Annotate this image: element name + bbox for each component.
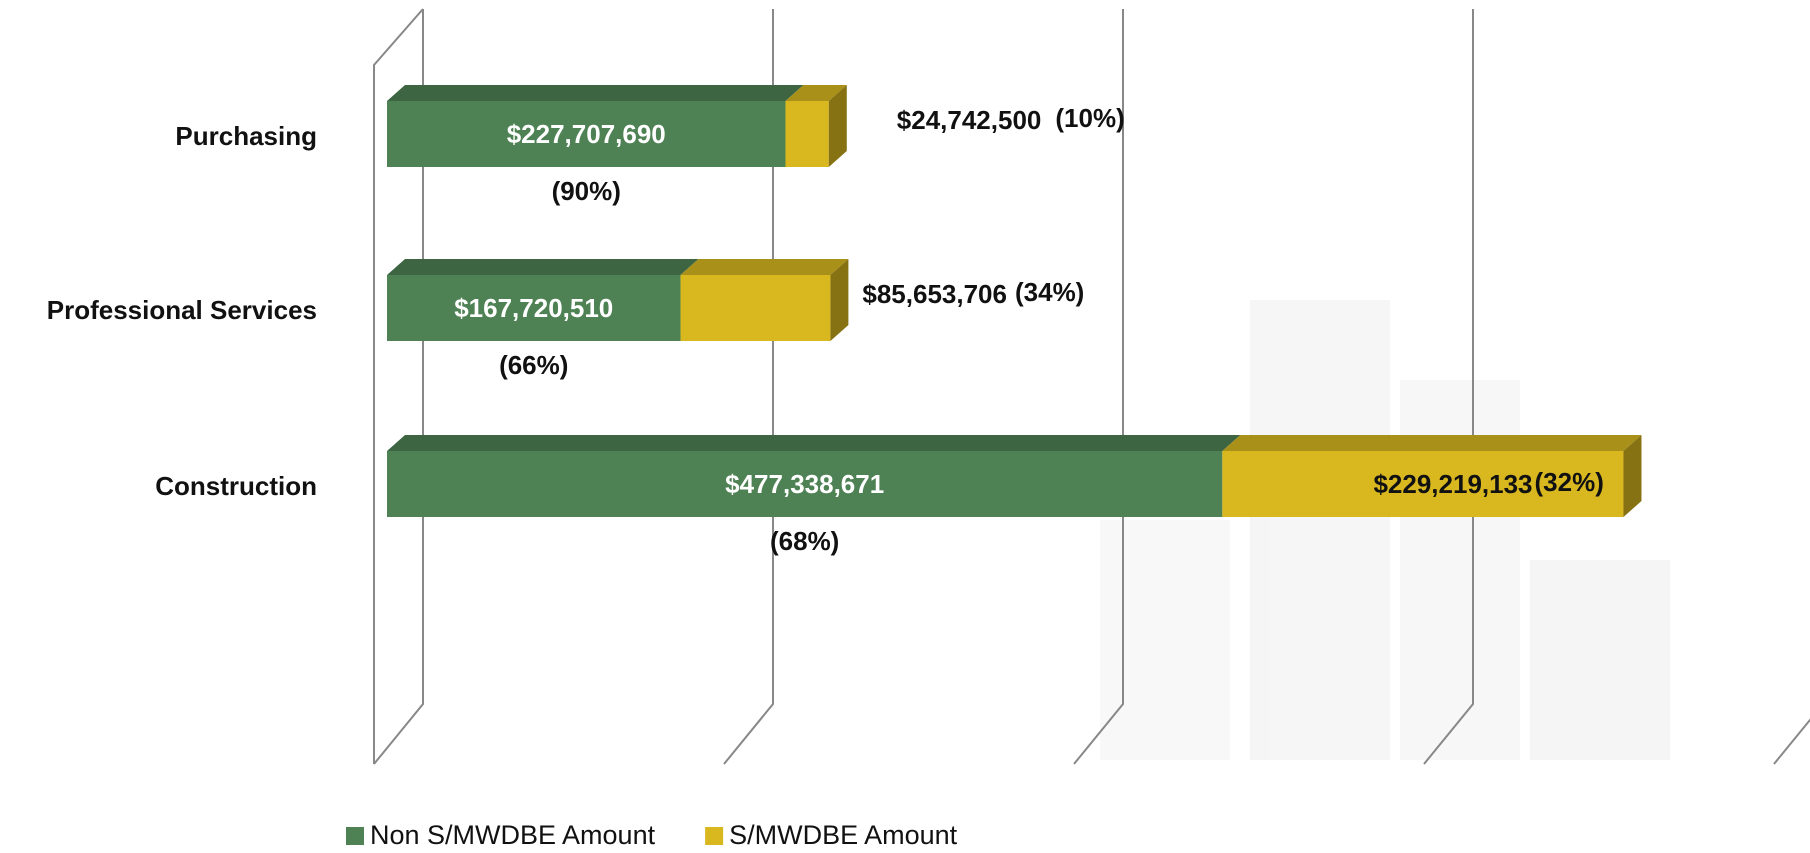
- percent-label: (68%): [770, 526, 839, 556]
- bar-top: [387, 259, 699, 275]
- background-decoration: [1100, 300, 1670, 760]
- category-label: Construction: [155, 471, 317, 501]
- grid-line: [1774, 9, 1810, 764]
- bar-top: [1222, 435, 1641, 451]
- value-label: $85,653,706: [862, 279, 1007, 309]
- percent-label: (66%): [499, 350, 568, 380]
- bar-top: [681, 259, 849, 275]
- bar-top: [387, 435, 1240, 451]
- value-label: $477,338,671: [725, 469, 884, 499]
- legend-label: Non S/MWDBE Amount: [370, 820, 656, 850]
- value-label: $167,720,510: [454, 293, 613, 323]
- bar-top: [387, 85, 803, 101]
- percent-label: (32%): [1535, 467, 1604, 497]
- value-label: $24,742,500: [897, 105, 1042, 135]
- chart: Purchasing $227,707,690 (90%) $24,742,500 (1…: [0, 0, 1810, 853]
- category-label: Purchasing: [175, 121, 317, 151]
- legend-swatch: [346, 827, 364, 845]
- percent-label: (10%): [1055, 103, 1124, 133]
- category-label: Professional Services: [47, 295, 317, 325]
- value-label: $227,707,690: [507, 119, 666, 149]
- bar: [681, 275, 831, 341]
- legend-swatch: [705, 827, 723, 845]
- percent-label: (90%): [552, 176, 621, 206]
- legend-label: S/MWDBE Amount: [729, 820, 958, 850]
- bar: [785, 101, 828, 167]
- percent-label: (34%): [1015, 277, 1084, 307]
- value-label: $229,219,133: [1373, 469, 1532, 499]
